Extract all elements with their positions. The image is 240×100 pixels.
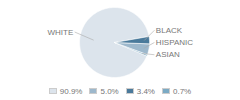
- html-text:0.7%: 0.7%: [173, 86, 192, 96]
- svg-text:ASIAN: ASIAN: [156, 50, 180, 59]
- html-text:5.0%: 5.0%: [100, 86, 119, 96]
- svg-text:WHITE: WHITE: [47, 28, 73, 37]
- svg-text:BLACK: BLACK: [156, 26, 183, 35]
- html-text:90.9%: 90.9%: [59, 86, 83, 96]
- svg-text:HISPANIC: HISPANIC: [156, 38, 193, 47]
- html-text:3.4%: 3.4%: [136, 86, 155, 96]
